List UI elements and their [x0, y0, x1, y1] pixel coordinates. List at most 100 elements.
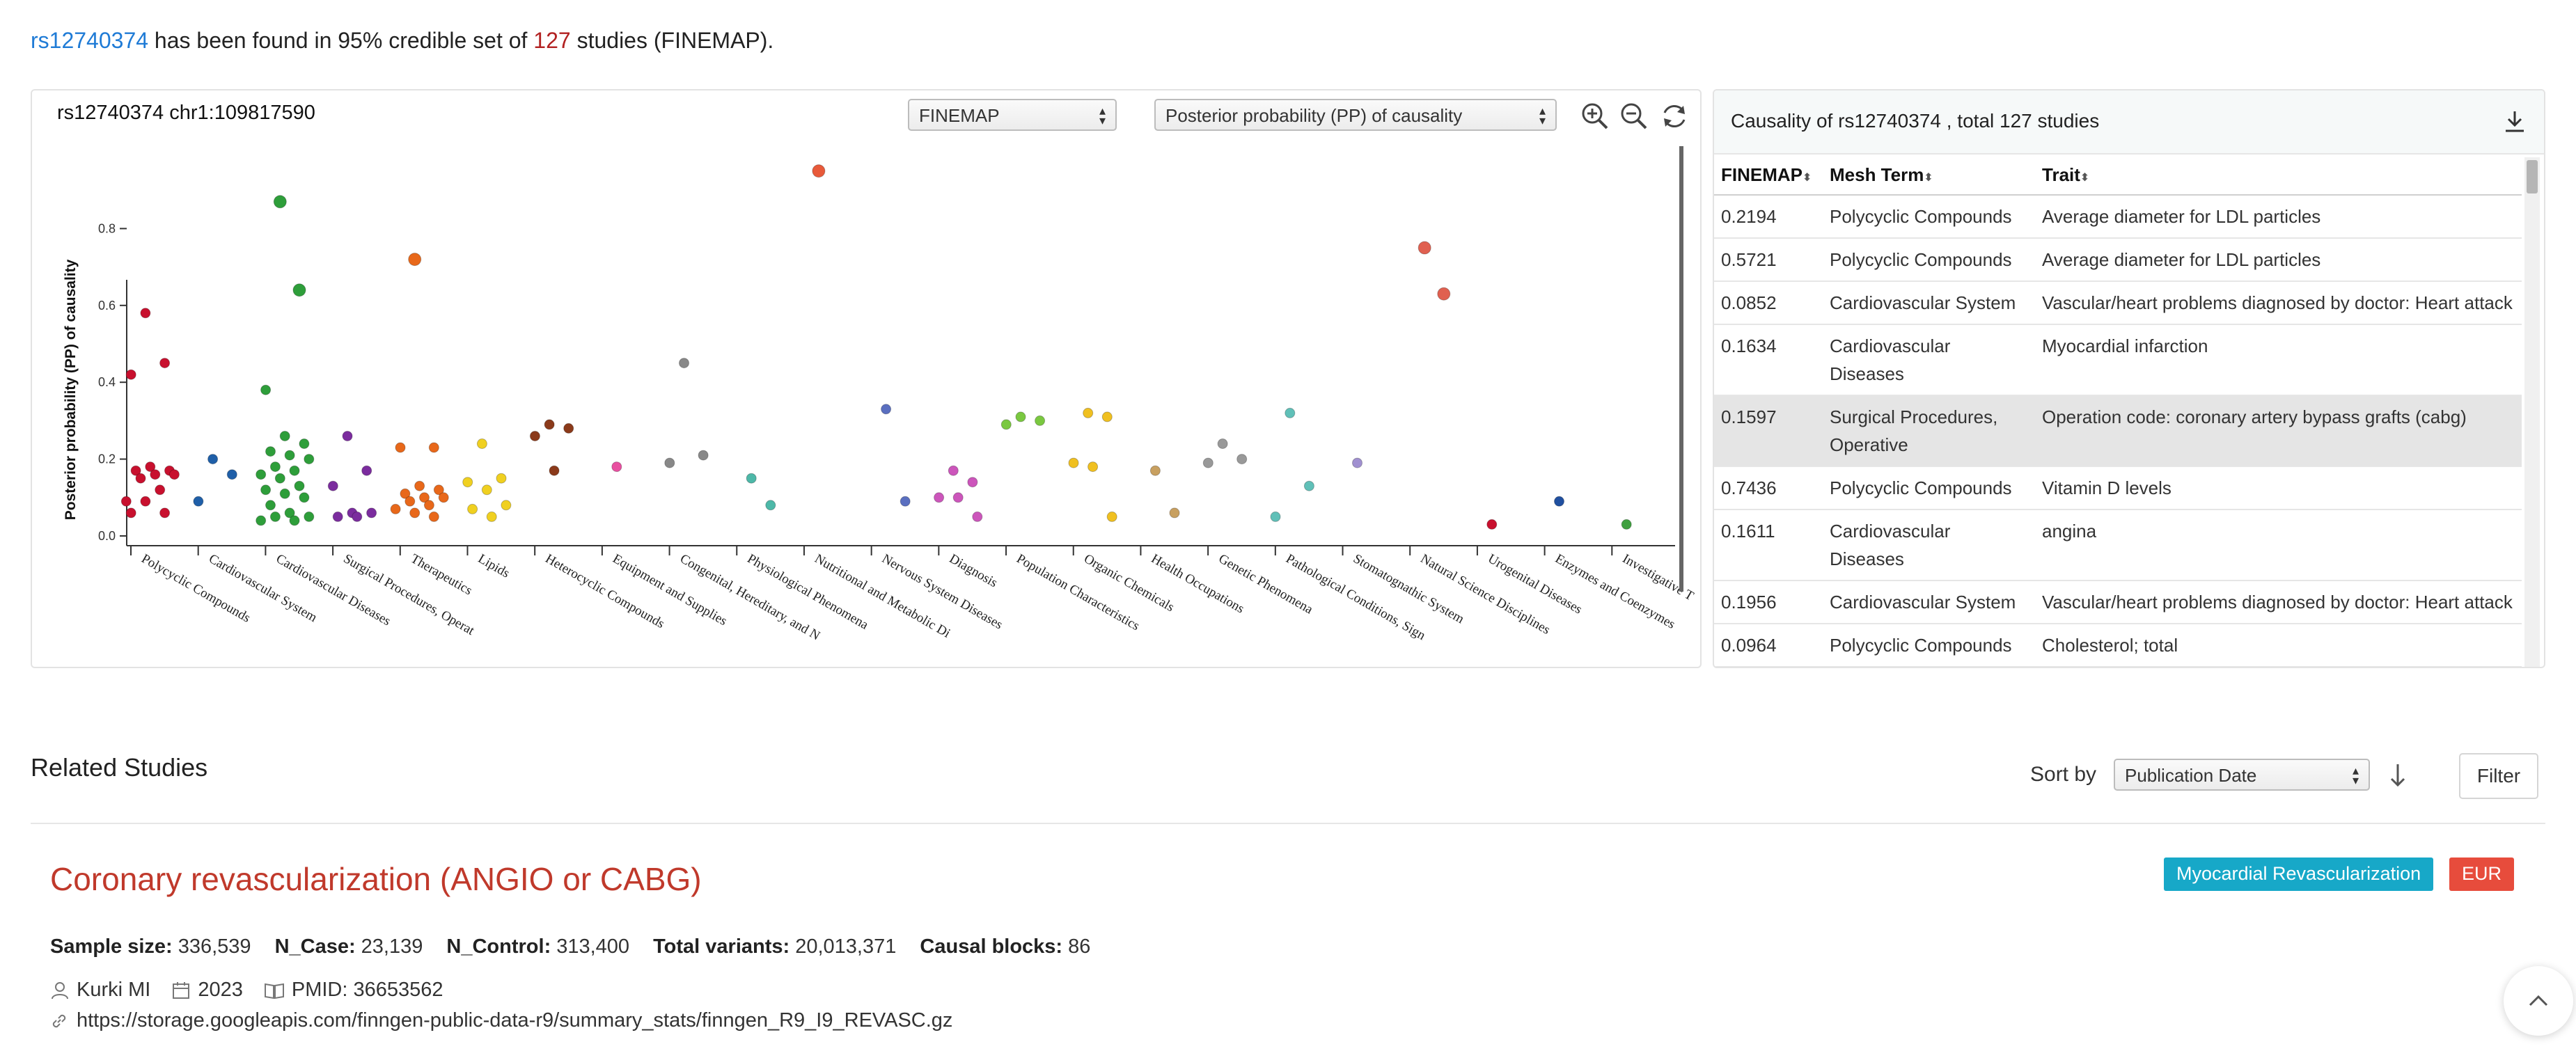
pmid[interactable]: PMID: 36653562 — [291, 979, 443, 1001]
select-caret-icon: ▴ ▾ — [1539, 104, 1546, 127]
sort-select[interactable]: Publication Date ▴ ▾ — [2114, 759, 2370, 791]
x-tick-label: Cardiovascular System — [206, 551, 320, 625]
data-point — [1236, 454, 1248, 465]
x-tick-label: Heterocyclic Compounds — [543, 551, 667, 631]
data-point — [274, 473, 285, 484]
table-row[interactable]: 0.1611 Cardiovascular Diseases angina — [1714, 509, 2522, 581]
data-point — [462, 477, 473, 488]
data-point — [405, 496, 416, 507]
causality-table-card: Causality of rs12740374 , total 127 stud… — [1713, 89, 2545, 668]
population-badge: EUR — [2449, 858, 2515, 891]
back-to-top-button[interactable] — [2504, 966, 2573, 1036]
method-select[interactable]: FINEMAP ▴ ▾ — [908, 99, 1117, 131]
scrollbar-thumb[interactable] — [2527, 160, 2538, 193]
total-variants-value: 20,013,371 — [795, 935, 897, 958]
data-point — [135, 473, 146, 484]
table-row[interactable]: 0.1956 Cardiovascular System Vascular/hear… — [1714, 580, 2522, 624]
mesh-term-badge[interactable]: Myocardial Revascularization — [2164, 858, 2434, 891]
column-header-mesh-term[interactable]: Mesh Term⬍ — [1823, 156, 2035, 196]
data-point — [765, 500, 776, 511]
zoom-in-icon[interactable] — [1579, 100, 1611, 132]
data-point — [304, 454, 315, 465]
data-point — [145, 461, 156, 473]
author-name: Kurki MI — [77, 979, 151, 1001]
filter-button[interactable]: Filter — [2459, 753, 2538, 799]
data-point — [881, 404, 892, 415]
data-point — [1202, 457, 1214, 468]
data-point — [664, 457, 675, 468]
data-point — [130, 465, 141, 476]
ncontrol-value: 313,400 — [556, 935, 630, 958]
cell-trait: Vitamin D levels — [2035, 466, 2522, 510]
select-caret-icon: ▴ ▾ — [1099, 104, 1106, 127]
data-point — [304, 511, 315, 522]
table-row[interactable]: 0.0852 Cardiovascular System Vascular/hear… — [1714, 281, 2522, 325]
cell-mesh-term: Surgical Procedures, Operative — [1823, 395, 2035, 467]
table-row[interactable]: 0.1634 Cardiovascular Diseases Myocardial … — [1714, 324, 2522, 396]
cell-trait: Vascular/heart problems diagnosed by doc… — [2035, 281, 2522, 325]
cell-trait: angina — [2035, 509, 2522, 581]
cell-finemap: 0.1634 — [1714, 324, 1823, 396]
metric-select[interactable]: Posterior probability (PP) of causality … — [1154, 99, 1557, 131]
data-point — [140, 308, 151, 319]
x-tick-label: Polycyclic Compounds — [139, 551, 253, 626]
data-point — [1486, 519, 1498, 530]
data-point — [414, 480, 425, 491]
table-row[interactable]: 0.5721 Polycyclic Compounds Average diamet… — [1714, 238, 2522, 282]
variant-link[interactable]: rs12740374 — [31, 28, 149, 53]
cell-trait: Vascular/heart problems diagnosed by doc… — [2035, 580, 2522, 624]
cell-mesh-term: Polycyclic Compounds — [1823, 624, 2035, 667]
x-tick-label: Stomatognathic System — [1351, 551, 1467, 626]
data-point — [256, 515, 267, 526]
column-header-finemap[interactable]: FINEMAP⬍ — [1714, 156, 1823, 196]
table-row[interactable]: 0.0964 Polycyclic Compounds Cholesterol; t… — [1714, 624, 2522, 667]
data-point — [207, 454, 219, 465]
data-point — [120, 496, 132, 507]
data-point — [812, 164, 826, 178]
cell-mesh-term: Cardiovascular System — [1823, 281, 2035, 325]
data-point — [934, 492, 945, 503]
publication-year: 2023 — [198, 979, 243, 1001]
y-tick-label: 0.4 — [98, 375, 116, 389]
sort-by-label: Sort by — [2030, 763, 2097, 786]
data-point — [1554, 496, 1564, 507]
summary-stats-url[interactable]: https://storage.googleapis.com/finngen-p… — [77, 1009, 953, 1032]
data-point — [549, 465, 560, 476]
refresh-icon[interactable] — [1658, 100, 1690, 132]
download-icon[interactable] — [2502, 109, 2527, 134]
column-header-trait[interactable]: Trait⬍ — [2035, 156, 2522, 196]
data-point — [125, 507, 136, 519]
data-point — [544, 419, 555, 430]
table-row-highlighted[interactable]: 0.1597 Surgical Procedures, Operative Oper… — [1714, 395, 2522, 467]
data-point — [366, 507, 377, 519]
causal-blocks-value: 86 — [1068, 935, 1091, 958]
data-point — [159, 507, 171, 519]
cell-finemap: 0.5721 — [1714, 238, 1823, 282]
data-point — [294, 480, 305, 491]
cell-finemap: 0.1597 — [1714, 395, 1823, 467]
data-point — [279, 488, 290, 499]
x-tick-label: Nervous System Diseases — [879, 551, 1005, 632]
data-point — [150, 469, 161, 480]
y-tick-label: 0.8 — [98, 221, 116, 235]
sort-direction-icon[interactable] — [2384, 760, 2412, 791]
study-meta: Kurki MI 2023 PMID: 36653562 — [50, 979, 464, 1002]
zoom-out-icon[interactable] — [1618, 100, 1650, 132]
table-row[interactable]: 0.7436 Polycyclic Compounds Vitamin D leve… — [1714, 466, 2522, 510]
data-point — [1352, 457, 1362, 468]
data-point — [284, 507, 295, 519]
data-point — [332, 511, 343, 522]
table-scrollbar[interactable] — [2524, 157, 2540, 667]
data-point — [563, 422, 574, 434]
data-point — [342, 431, 353, 441]
data-point — [327, 480, 338, 491]
data-point — [256, 469, 267, 480]
table-row[interactable]: 0.2194 Polycyclic Compounds Average diamet… — [1714, 195, 2522, 239]
data-point — [428, 442, 439, 453]
data-point — [1035, 415, 1046, 426]
data-point — [900, 496, 911, 507]
data-point — [611, 461, 622, 473]
summary-stats-link[interactable]: https://storage.googleapis.com/finngen-p… — [50, 1009, 952, 1032]
study-title-link[interactable]: Coronary revascularization (ANGIO or CAB… — [50, 861, 702, 897]
table-header-row: FINEMAP⬍ Mesh Term⬍ Trait⬍ — [1714, 156, 2522, 196]
